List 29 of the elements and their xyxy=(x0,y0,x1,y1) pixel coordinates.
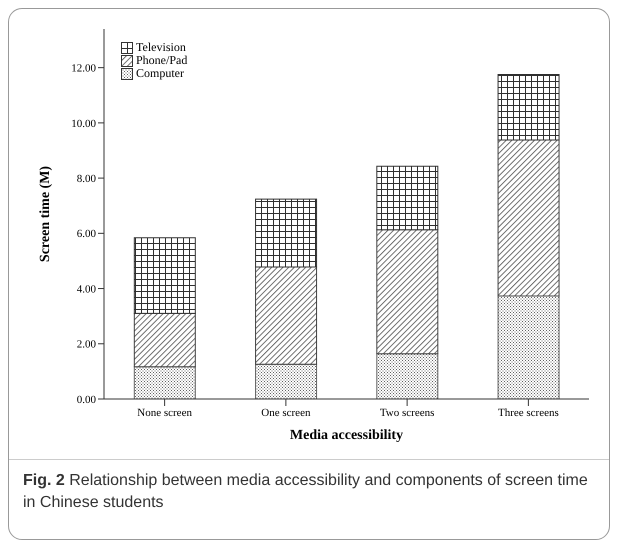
bar xyxy=(255,198,318,268)
y-tick-label: 0.00 xyxy=(76,394,96,406)
y-tick-label: 12.00 xyxy=(71,62,96,75)
bar xyxy=(376,353,438,399)
bar xyxy=(134,366,196,399)
bar xyxy=(134,312,196,368)
bar xyxy=(255,266,318,365)
y-tick-label: 8.00 xyxy=(76,173,96,186)
x-tick-label: Two screens xyxy=(380,406,434,419)
y-axis-title: Screen time (M) xyxy=(38,166,53,262)
bar xyxy=(376,166,438,230)
bar xyxy=(498,74,560,140)
x-tick-label: None screen xyxy=(137,406,192,419)
legend-label: Computer xyxy=(136,66,184,80)
bar xyxy=(498,296,560,399)
bar xyxy=(134,237,196,314)
y-tick-label: 10.00 xyxy=(71,118,96,130)
y-tick-label: 2.00 xyxy=(76,338,96,351)
x-axis-title: Media accessibility xyxy=(290,428,404,443)
y-tick-label: 4.00 xyxy=(76,283,96,296)
bar xyxy=(376,229,438,354)
legend-label: Television xyxy=(136,40,186,54)
x-tick-label: Three screens xyxy=(498,406,559,419)
bar xyxy=(498,140,560,297)
y-tick-label: 6.00 xyxy=(76,228,96,240)
legend-label: Phone/Pad xyxy=(136,53,188,67)
x-tick-label: One screen xyxy=(261,406,311,419)
caption: Fig. 2 Relationship between media accessibility and components of screen time in Chinese students xyxy=(9,459,609,524)
bar xyxy=(255,364,318,399)
